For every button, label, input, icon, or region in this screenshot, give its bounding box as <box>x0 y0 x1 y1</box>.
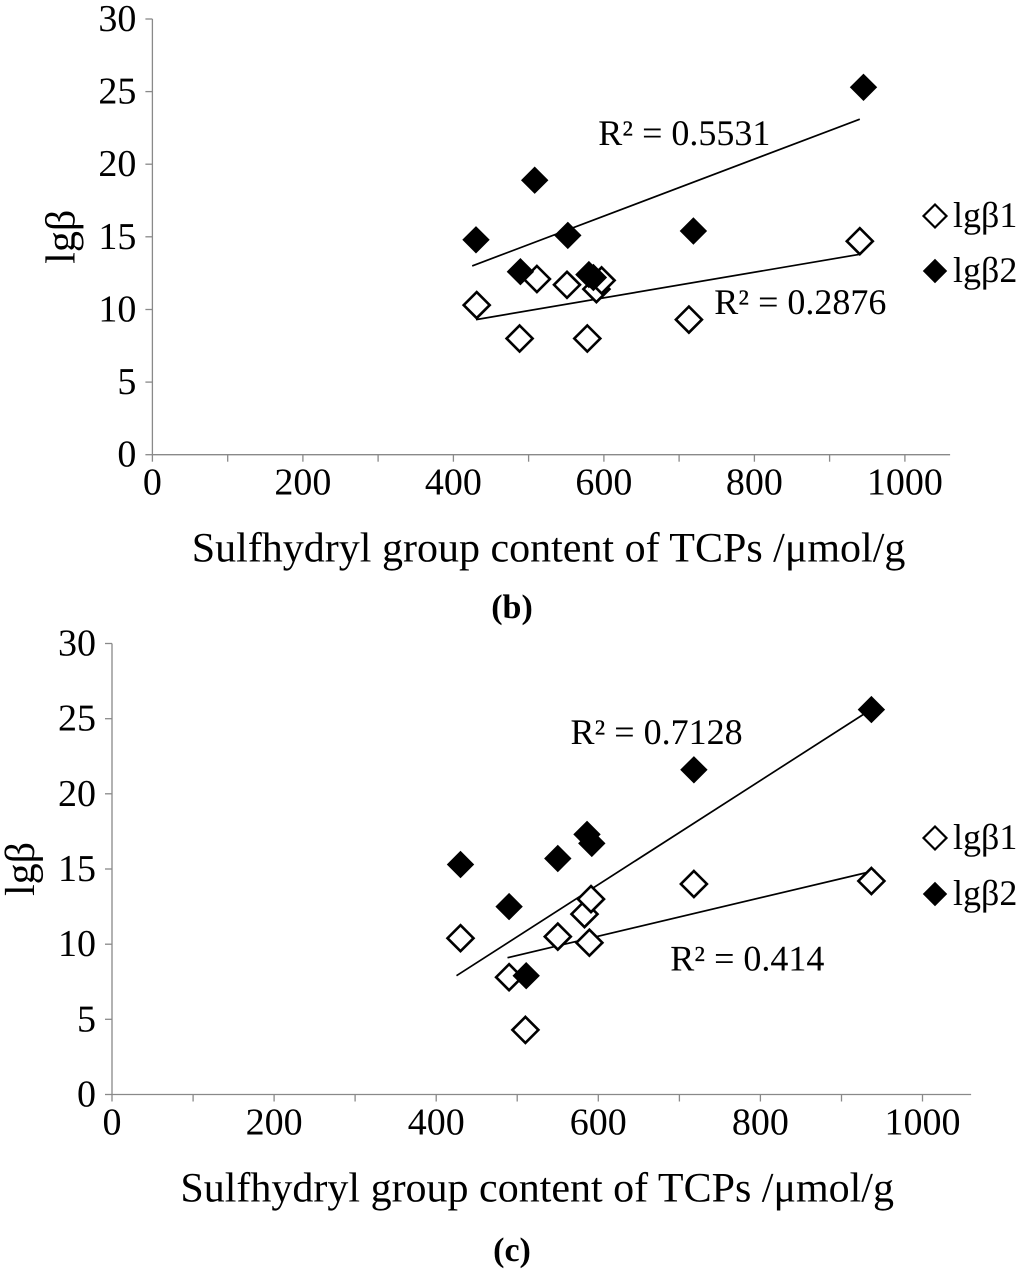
svg-text:1000: 1000 <box>867 462 943 504</box>
svg-text:lgβ1: lgβ1 <box>953 817 1017 857</box>
svg-text:800: 800 <box>726 462 783 504</box>
svg-text:5: 5 <box>117 361 136 403</box>
svg-text:lgβ2: lgβ2 <box>953 873 1017 913</box>
svg-text:Sulfhydryl group content of TC: Sulfhydryl group content of TCPs /μmol/g <box>180 1166 894 1212</box>
svg-text:R² = 0.414: R² = 0.414 <box>670 938 824 978</box>
svg-text:20: 20 <box>98 143 136 185</box>
svg-text:lgβ: lgβ <box>0 842 44 896</box>
svg-text:1000: 1000 <box>885 1102 961 1144</box>
svg-text:15: 15 <box>58 848 96 890</box>
svg-text:20: 20 <box>58 773 96 815</box>
svg-text:600: 600 <box>575 462 632 504</box>
svg-text:(b): (b) <box>491 589 533 626</box>
svg-text:25: 25 <box>98 71 136 113</box>
svg-text:400: 400 <box>408 1102 465 1144</box>
svg-text:lgβ2: lgβ2 <box>953 250 1017 290</box>
svg-text:0: 0 <box>117 434 136 476</box>
svg-text:R² = 0.5531: R² = 0.5531 <box>598 113 770 153</box>
svg-text:10: 10 <box>58 923 96 965</box>
svg-text:Sulfhydryl group content of TC: Sulfhydryl group content of TCPs /μmol/g <box>192 526 906 572</box>
svg-text:200: 200 <box>246 1102 303 1144</box>
svg-text:lgβ1: lgβ1 <box>953 195 1017 235</box>
svg-text:5: 5 <box>77 998 96 1040</box>
svg-text:0: 0 <box>103 1102 122 1144</box>
svg-text:600: 600 <box>570 1102 627 1144</box>
svg-text:800: 800 <box>732 1102 789 1144</box>
svg-text:0: 0 <box>143 462 162 504</box>
svg-text:R² = 0.2876: R² = 0.2876 <box>714 282 886 322</box>
svg-text:(c): (c) <box>493 1232 531 1269</box>
svg-text:0: 0 <box>77 1074 96 1116</box>
svg-text:15: 15 <box>98 216 136 258</box>
svg-text:30: 30 <box>98 0 136 40</box>
svg-text:200: 200 <box>274 462 331 504</box>
svg-text:R² = 0.7128: R² = 0.7128 <box>571 712 743 752</box>
svg-text:400: 400 <box>425 462 482 504</box>
svg-text:10: 10 <box>98 289 136 331</box>
svg-text:lgβ: lgβ <box>38 210 84 264</box>
svg-text:30: 30 <box>58 623 96 665</box>
svg-text:25: 25 <box>58 698 96 740</box>
